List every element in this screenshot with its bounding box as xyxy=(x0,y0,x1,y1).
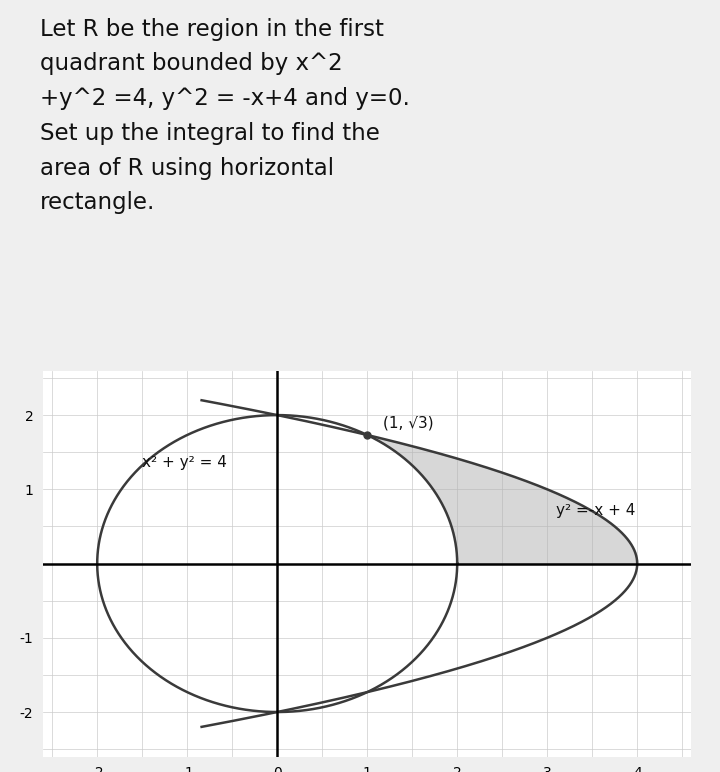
Text: y² =-x + 4: y² =-x + 4 xyxy=(556,503,636,518)
Text: x² + y² = 4: x² + y² = 4 xyxy=(143,455,227,470)
Text: (1, √3): (1, √3) xyxy=(383,415,434,431)
Text: Let R be the region in the first
quadrant bounded by x^2
+y^2 =4, y^2 = -x+4 and: Let R be the region in the first quadran… xyxy=(40,18,410,215)
